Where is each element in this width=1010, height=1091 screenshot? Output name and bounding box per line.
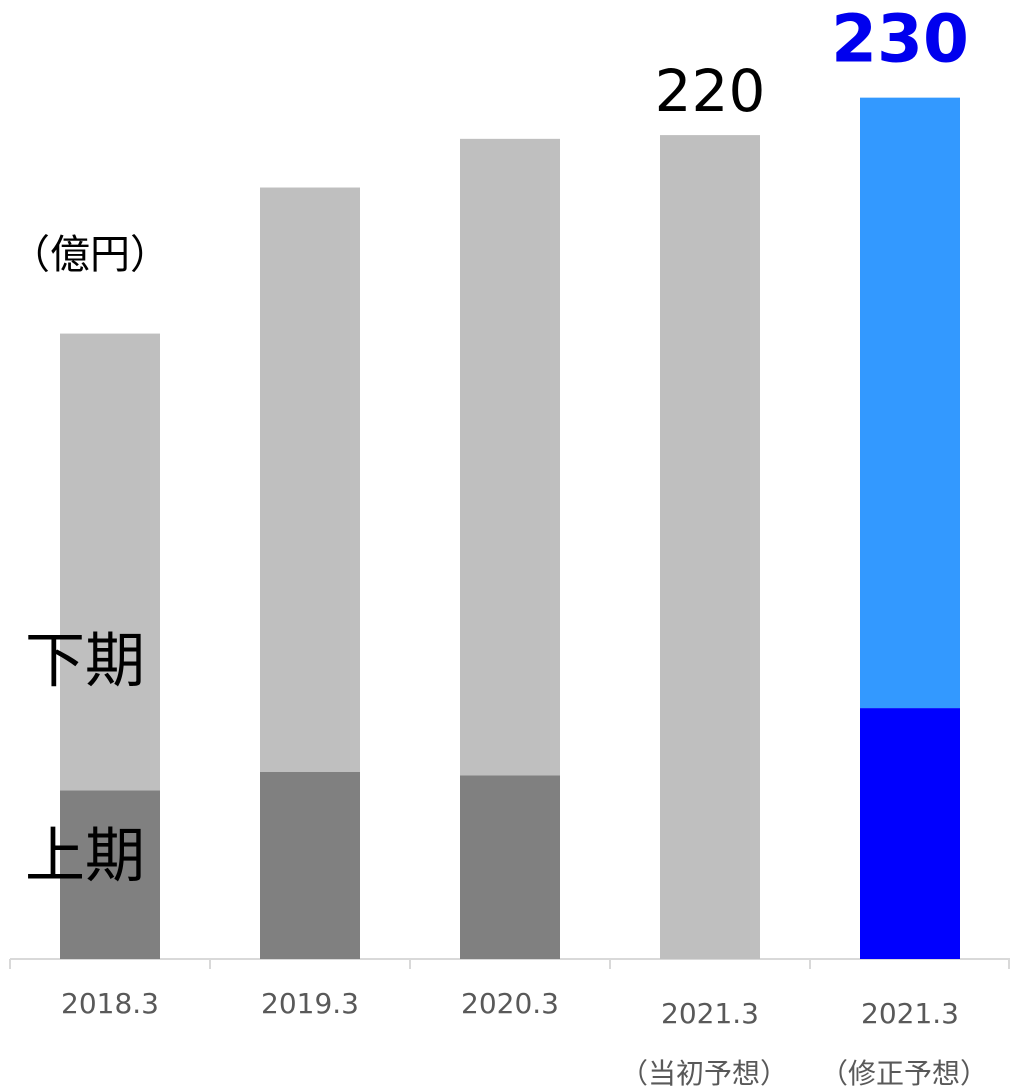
bar-segment (60, 790, 160, 959)
x-tick-note: （当初予想） (620, 1057, 788, 1090)
y-axis-label: （億円） (10, 232, 170, 278)
bar-segment (60, 333, 160, 791)
x-tick-label: 2018.3 (61, 987, 159, 1020)
total-label: 230 (831, 1, 969, 78)
bar-segment (260, 187, 360, 772)
x-tick-note: （修正予想） (820, 1057, 988, 1090)
x-tick-label: 2021.3 (661, 997, 759, 1030)
bar-segment (460, 138, 560, 776)
bar-segment (860, 708, 960, 959)
x-tick-label: 2019.3 (261, 987, 359, 1020)
bar-segment (860, 97, 960, 709)
series-label: 下期 (25, 627, 145, 697)
x-tick-label: 2020.3 (461, 987, 559, 1020)
series-label: 上期 (25, 822, 145, 892)
bar-segment (660, 135, 760, 960)
bar-segment (460, 775, 560, 959)
bar-segment (260, 771, 360, 959)
x-tick-label: 2021.3 (861, 997, 959, 1030)
total-label: 220 (655, 57, 766, 125)
